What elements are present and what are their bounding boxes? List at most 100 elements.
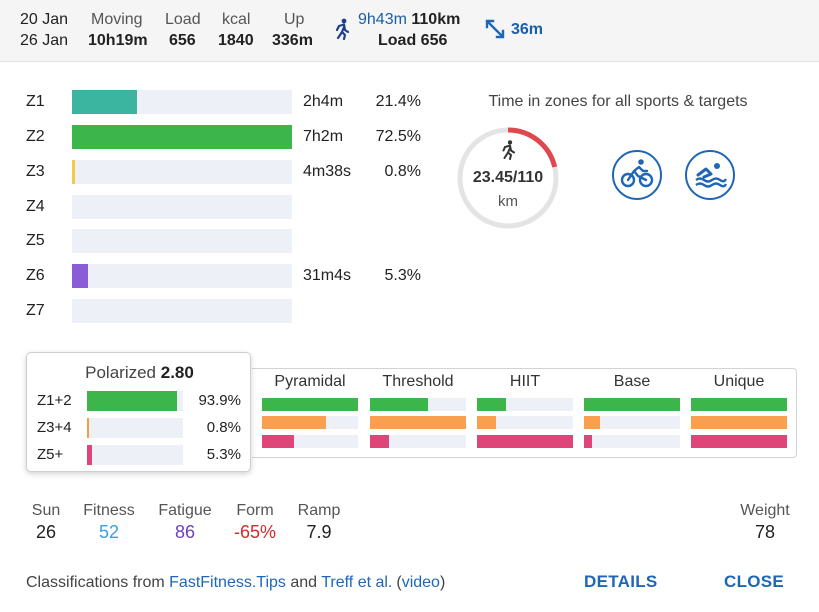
run-load: Load 656 xyxy=(378,32,448,49)
zone-track xyxy=(72,264,292,288)
classification-track xyxy=(370,435,466,448)
zone-track xyxy=(72,195,292,219)
classification-bar xyxy=(262,398,358,411)
fitness-label: Fitness xyxy=(83,502,135,519)
classification-track xyxy=(691,398,787,411)
polarized-row-label: Z3+4 xyxy=(37,419,72,436)
zone-percent: 72.5% xyxy=(375,128,421,145)
day-label: Sun xyxy=(31,502,61,519)
classification-track xyxy=(691,416,787,429)
video-link[interactable]: video xyxy=(401,574,440,591)
zone-bar xyxy=(72,125,292,149)
classification-bar xyxy=(477,435,573,448)
zone-label: Z3 xyxy=(26,163,45,180)
classification-bar xyxy=(691,416,787,429)
zone-label: Z2 xyxy=(26,128,45,145)
close-button[interactable]: CLOSE xyxy=(724,572,785,591)
zone-track xyxy=(72,160,292,184)
swimming-button[interactable] xyxy=(685,150,735,200)
classification-track xyxy=(477,435,573,448)
classification-bar xyxy=(477,398,506,411)
credit-middle: and xyxy=(290,574,318,591)
classification-track xyxy=(370,416,466,429)
load-value: 656 xyxy=(169,32,196,49)
classification-bar xyxy=(691,435,787,448)
polarized-row-percent: 93.9% xyxy=(198,392,241,409)
polarized-title-label: Polarized xyxy=(85,363,157,382)
classifications-credit: Classifications from FastFitness.Tips an… xyxy=(26,574,445,592)
paren-close: ) xyxy=(439,574,446,591)
classification-track xyxy=(262,398,358,411)
polarized-bar xyxy=(87,445,93,465)
classification-track xyxy=(691,435,787,448)
moving-value: 10h19m xyxy=(88,32,148,49)
classification-track xyxy=(584,398,680,411)
polarized-bar xyxy=(87,418,89,438)
paren-open: ( xyxy=(396,574,402,591)
zone-label: Z6 xyxy=(26,267,45,284)
cycling-button[interactable] xyxy=(612,150,662,200)
classification-bar xyxy=(691,398,787,411)
target-progress-arc xyxy=(507,127,558,168)
classification-header: Base xyxy=(613,373,651,390)
classification-header: Pyramidal xyxy=(274,373,346,390)
classification-bar xyxy=(370,416,466,429)
zone-track xyxy=(72,90,292,114)
fastfitness-link[interactable]: FastFitness.Tips xyxy=(169,574,286,591)
classification-bar xyxy=(584,435,592,448)
ramp-value: 7.9 xyxy=(306,522,332,542)
classification-header: Unique xyxy=(713,373,765,390)
polarized-bar xyxy=(87,391,178,411)
classification-bar xyxy=(584,416,601,429)
classification-track xyxy=(584,435,680,448)
form-value: -65% xyxy=(233,522,277,542)
cycling-icon xyxy=(619,155,655,196)
up-label: Up xyxy=(284,11,305,28)
classification-bar xyxy=(370,435,390,448)
classification-bar xyxy=(262,435,294,448)
ramp-label: Ramp xyxy=(297,502,341,519)
classification-track xyxy=(370,398,466,411)
polarized-track xyxy=(87,391,183,411)
summary-header: 20 Jan 26 Jan Moving 10h19m Load 656 kca… xyxy=(0,0,819,62)
kcal-label: kcal xyxy=(222,11,251,28)
zone-time: 2h4m xyxy=(303,93,344,110)
zone-time: 4m38s xyxy=(303,163,352,180)
classification-track xyxy=(262,416,358,429)
fatigue-value: 86 xyxy=(174,522,196,542)
diagonal-arrows-icon xyxy=(484,18,506,45)
polarized-track xyxy=(87,445,183,465)
classification-bar xyxy=(477,416,497,429)
run-time: 9h43m xyxy=(358,11,407,28)
target-unit: km xyxy=(498,193,518,210)
fatigue-label: Fatigue xyxy=(158,502,212,519)
zone-time: 31m4s xyxy=(303,267,352,284)
zones-title: Time in zones for all sports & targets xyxy=(488,93,748,110)
zone-track xyxy=(72,125,292,149)
date-start: 20 Jan xyxy=(20,11,69,28)
elevation-value: 36m xyxy=(511,21,544,38)
zone-time: 7h2m xyxy=(303,128,344,145)
polarized-row-percent: 5.3% xyxy=(206,446,241,463)
run-summary: 9h43m 110km xyxy=(358,10,460,30)
target-ring xyxy=(457,127,559,229)
date-end: 26 Jan xyxy=(20,32,69,49)
classification-bar xyxy=(370,398,428,411)
details-button[interactable]: DETAILS xyxy=(584,572,658,591)
zone-label: Z7 xyxy=(26,302,45,319)
zone-bar xyxy=(72,160,76,184)
classification-table xyxy=(252,368,797,458)
day-value: 26 xyxy=(35,522,57,542)
zone-track xyxy=(72,299,292,323)
polarized-row-label: Z1+2 xyxy=(37,392,72,409)
up-value: 336m xyxy=(272,32,313,49)
classification-track xyxy=(262,435,358,448)
zone-percent: 5.3% xyxy=(384,267,421,284)
treff-link[interactable]: Treff et al. xyxy=(321,574,393,591)
zone-label: Z5 xyxy=(26,232,45,249)
zone-bar xyxy=(72,90,137,114)
zone-track xyxy=(72,229,292,253)
weight-value: 78 xyxy=(754,522,776,542)
polarized-row-label: Z5+ xyxy=(37,446,64,463)
zone-bar xyxy=(72,264,89,288)
